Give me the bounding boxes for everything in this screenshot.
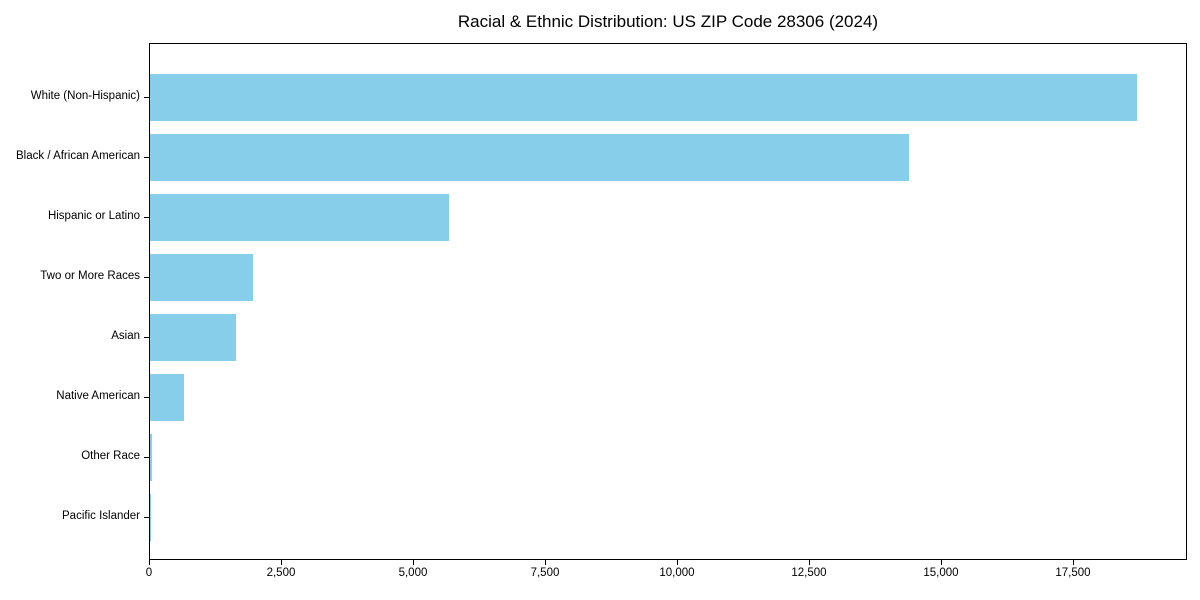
y-tick-label: Black / African American	[16, 149, 140, 162]
y-tick-mark	[144, 276, 149, 278]
bar-hispanic-or-latino	[150, 194, 449, 241]
y-tick-label: Other Race	[81, 449, 140, 462]
x-tick-mark	[940, 560, 942, 565]
x-tick-label: 12,500	[791, 567, 827, 579]
x-tick-label: 5,000	[398, 567, 428, 579]
x-tick-label: 2,500	[266, 567, 296, 579]
x-tick-mark	[412, 560, 414, 565]
y-tick-mark	[144, 96, 149, 98]
y-tick-label: Hispanic or Latino	[47, 209, 140, 222]
bar-white-non-hispanic	[150, 74, 1138, 121]
x-tick-mark	[544, 560, 546, 565]
y-tick-label: Pacific Islander	[62, 509, 140, 522]
bar-other-race	[150, 434, 152, 481]
y-tick-label: Asian	[111, 329, 140, 342]
x-tick-mark	[1072, 560, 1074, 565]
x-tick-mark	[676, 560, 678, 565]
x-tick-label: 10,000	[659, 567, 695, 579]
y-tick-mark	[144, 456, 149, 458]
y-tick-mark	[144, 216, 149, 218]
y-tick-mark	[144, 516, 149, 518]
x-tick-mark	[149, 560, 150, 565]
bar-native-american	[150, 374, 185, 421]
x-tick-mark	[808, 560, 810, 565]
y-tick-mark	[144, 156, 149, 158]
x-tick-label: 0	[145, 567, 153, 579]
y-tick-label: Two or More Races	[40, 269, 140, 282]
y-tick-mark	[144, 336, 149, 338]
x-tick-label: 7,500	[530, 567, 560, 579]
bar-asian	[150, 314, 236, 361]
x-tick-mark	[280, 560, 282, 565]
x-tick-label: 17,500	[1055, 567, 1091, 579]
bar-two-or-more-races	[150, 254, 254, 301]
plot-area	[149, 43, 1187, 560]
bar-pacific-islander	[150, 494, 151, 541]
y-tick-mark	[144, 396, 149, 398]
bar-black-african-american	[150, 134, 909, 181]
chart-title: Racial & Ethnic Distribution: US ZIP Cod…	[457, 12, 879, 31]
y-tick-label: White (Non-Hispanic)	[30, 89, 140, 102]
y-tick-label: Native American	[56, 389, 140, 402]
x-tick-label: 15,000	[923, 567, 959, 579]
